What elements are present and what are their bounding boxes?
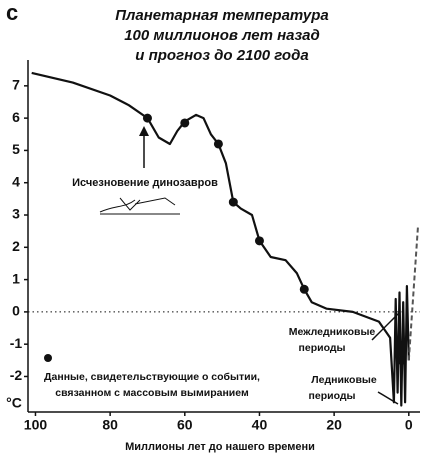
event-dot (142, 113, 152, 123)
forecast-line (407, 224, 420, 361)
event-dot (254, 236, 264, 246)
x-tick-label: 80 (102, 417, 118, 433)
x-axis-label: Миллионы лет до нашего времени (125, 441, 315, 453)
x-tick-label: 20 (326, 417, 342, 433)
y-tick-label: 6 (12, 109, 20, 125)
annotation: Ледниковые (311, 374, 377, 386)
annotation: Исчезновение динозавров (72, 177, 218, 189)
x-tick-label: 40 (252, 417, 268, 433)
title-line: Планетарная температура (115, 7, 329, 24)
dinosaur-sketch (99, 197, 180, 215)
annotation: периоды (299, 342, 346, 354)
y-axis-label: °C (6, 395, 22, 411)
y-tick-label: 2 (12, 238, 20, 254)
event-dot (213, 139, 223, 149)
event-dot (396, 355, 406, 365)
panel-label: c (6, 0, 18, 25)
y-tick-label: 7 (12, 77, 20, 93)
annotation: Межледниковые (289, 326, 376, 338)
legend-text: Данные, свидетельствующие о событии, (44, 371, 260, 383)
y-tick-label: 4 (12, 173, 20, 189)
title-line: 100 миллионов лет назад (124, 27, 320, 44)
y-tick-label: 5 (12, 141, 20, 157)
event-dot (299, 284, 309, 294)
temperature-line (31, 71, 410, 407)
x-tick-label: 100 (24, 417, 48, 433)
annotation: периоды (309, 390, 356, 402)
arrow-head (139, 126, 149, 136)
event-dot (228, 197, 238, 207)
y-tick-label: 0 (12, 303, 20, 319)
title-line: и прогноз до 2100 года (135, 47, 308, 64)
y-tick-label: 3 (12, 206, 20, 222)
x-tick-label: 0 (405, 417, 413, 433)
y-tick-label: -2 (10, 367, 23, 383)
x-tick-label: 60 (177, 417, 193, 433)
legend-marker (44, 354, 52, 362)
event-dot (180, 118, 190, 128)
legend-text: связанном с массовым вымиранием (55, 387, 249, 399)
y-tick-label: -1 (10, 335, 23, 351)
y-tick-label: 1 (12, 270, 20, 286)
